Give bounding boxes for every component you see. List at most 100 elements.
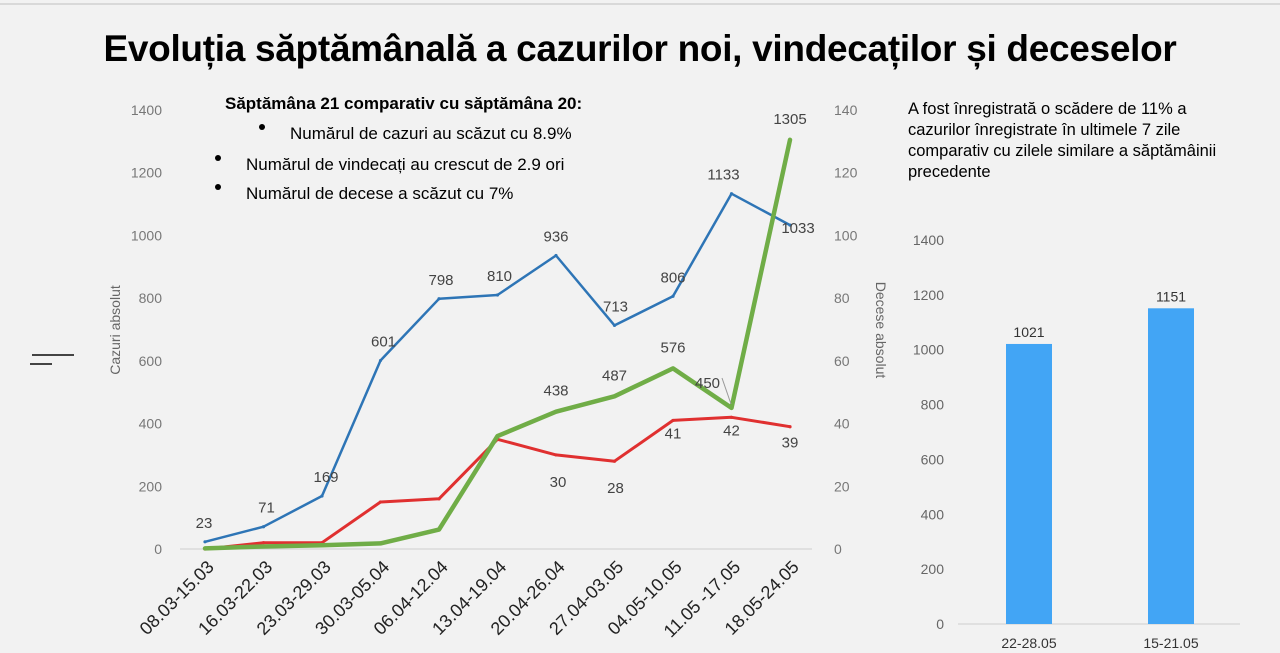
deaths-point	[437, 497, 441, 501]
deaths-data-label: 41	[665, 425, 682, 442]
y-tick-label: 600	[139, 353, 163, 369]
recovered-point	[378, 541, 383, 545]
deaths-data-label: 42	[723, 422, 740, 439]
y2-tick-label: 0	[834, 541, 842, 557]
bar	[1148, 308, 1194, 624]
recovered-point	[320, 543, 324, 547]
cases-point	[612, 323, 617, 328]
y-tick-label: 0	[154, 541, 162, 557]
bar-x-tick-label: 15-21.05	[1143, 635, 1198, 651]
menu-icon[interactable]	[30, 352, 74, 368]
summary-box: Săptămâna 21 comparativ cu săptămâna 20:…	[215, 94, 582, 203]
y-tick-label: 1400	[131, 102, 162, 118]
recovered-point	[437, 527, 441, 532]
bar-chart: 0 200 400 600 800 1000 1200 1400 1021 1151 22-28…	[913, 232, 1240, 651]
recovered-data-label: 450	[695, 375, 720, 392]
recovered-point	[788, 138, 792, 142]
cases-data-label: 798	[428, 272, 453, 289]
cases-data-label: 810	[487, 268, 512, 285]
bar	[1006, 343, 1052, 624]
summary-heading: Săptămâna 21 comparativ cu săptămâna 20:	[225, 94, 582, 113]
deaths-point	[378, 500, 383, 504]
label-leader-line	[721, 377, 732, 405]
recovered-point	[261, 544, 266, 549]
recovered-data-label: 576	[660, 339, 685, 356]
y2-tick-label: 40	[834, 416, 850, 432]
y2-tick-label: 60	[834, 353, 850, 369]
deaths-data-label: 28	[607, 480, 624, 497]
cases-point	[788, 223, 792, 227]
cases-data-label: 1133	[707, 167, 739, 184]
bullet-dot	[259, 124, 265, 130]
deaths-point	[612, 459, 617, 463]
bar-value-label: 1151	[1156, 288, 1186, 304]
bar-y-tick-label: 200	[921, 561, 945, 577]
cases-line	[203, 192, 792, 544]
menu-icon-bar	[32, 354, 74, 356]
bullet-dot	[215, 184, 221, 190]
deaths-data-label: 39	[782, 435, 799, 452]
recovered-point	[612, 394, 617, 398]
cases-point	[729, 192, 734, 196]
cases-data-label: 713	[603, 298, 628, 315]
summary-bullet: Numărul de cazuri au scăzut cu 8.9%	[290, 124, 572, 143]
note-text: A fost înregistrată o scădere de 11% a c…	[908, 100, 1217, 181]
y2-tick-label: 100	[834, 227, 858, 243]
y-tick-label: 800	[139, 290, 163, 306]
deaths-data-label: 30	[550, 474, 567, 491]
deaths-point	[671, 418, 675, 423]
cases-point	[437, 297, 441, 301]
deaths-point	[788, 425, 792, 429]
y-tick-label: 1200	[131, 165, 162, 181]
bar-y-tick-label: 1400	[913, 232, 944, 248]
deaths-point	[554, 453, 558, 457]
cases-point	[671, 294, 675, 298]
y2-tick-label: 80	[834, 290, 850, 306]
recovered-point	[495, 434, 500, 438]
bullet-dot	[215, 155, 221, 161]
deaths-point	[261, 541, 266, 545]
y-tick-label: 400	[139, 416, 163, 432]
bar-y-tick-label: 400	[921, 506, 945, 522]
y2-tick-label: 20	[834, 478, 850, 494]
bar-y-tick-label: 800	[921, 397, 945, 413]
bar-value-label: 1021	[1013, 324, 1044, 340]
y2-tick-label: 120	[834, 165, 858, 181]
recovered-point	[203, 546, 207, 550]
page-title: Evoluția săptămânală a cazurilor noi, vi…	[103, 28, 1177, 69]
recovered-point	[729, 406, 734, 410]
deaths-point	[729, 415, 734, 419]
cases-point	[554, 253, 558, 258]
y2-axis-title: Decese absolut	[873, 282, 889, 379]
cases-point	[261, 525, 266, 529]
y2-tick-label: 140	[834, 102, 858, 118]
recovered-data-label: 487	[602, 367, 627, 384]
bar-y-tick-label: 600	[921, 451, 945, 467]
summary-bullet: Numărul de vindecați au crescut de 2.9 o…	[246, 155, 564, 174]
cases-data-label: 601	[371, 334, 396, 351]
y-axis-title: Cazuri absolut	[107, 285, 123, 375]
cases-data-label: 936	[543, 228, 568, 245]
summary-bullet: Numărul de decese a scăzut cu 7%	[246, 184, 513, 203]
recovered-point	[671, 366, 675, 370]
cases-point	[495, 293, 500, 297]
cases-point	[320, 494, 324, 498]
cases-data-label: 1033	[781, 220, 814, 237]
line-chart: 0 200 400 600 800 1000 1200 1400 0 20 40 60 80 100 12…	[107, 94, 889, 641]
cases-point	[203, 540, 207, 544]
recovered-data-label: 438	[543, 383, 568, 400]
cases-point	[378, 358, 383, 363]
cases-data-label: 23	[196, 515, 213, 532]
bar-y-tick-label: 1000	[913, 342, 944, 358]
slide-top-border	[0, 3, 1280, 5]
cases-data-label: 71	[258, 500, 275, 517]
cases-data-label: 806	[660, 269, 685, 286]
recovered-data-label: 1305	[773, 111, 806, 128]
cases-data-label: 169	[313, 469, 338, 486]
bar-x-tick-label: 22-28.05	[1001, 635, 1056, 651]
bar-y-tick-label: 1200	[913, 287, 944, 303]
y-tick-label: 1000	[131, 227, 162, 243]
bar-y-tick-label: 0	[936, 616, 944, 632]
y-tick-label: 200	[139, 478, 163, 494]
recovered-point	[554, 410, 558, 414]
